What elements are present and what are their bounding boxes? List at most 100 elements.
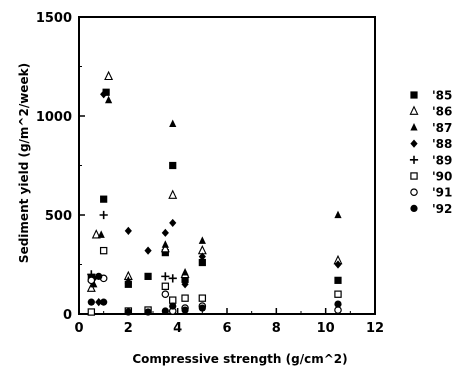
legend-label: '89: [432, 153, 452, 167]
data-point: [168, 274, 177, 283]
plot-frame: [78, 16, 376, 315]
legend: '85 '86 '87 '88 '89 '90 '91 '92: [409, 89, 452, 216]
data-point: [161, 290, 170, 299]
y-tick-label: 1000: [36, 110, 72, 125]
data-point: [144, 246, 152, 255]
x-tick-label: 0: [74, 321, 83, 336]
legend-item: '86: [409, 105, 452, 119]
y-tick-label: 0: [63, 308, 72, 323]
legend-marker: [410, 91, 418, 99]
legend-item: '87: [410, 121, 452, 135]
data-point: [181, 275, 189, 283]
legend-marker: [410, 123, 418, 131]
data-point: [198, 294, 207, 302]
data-point: [161, 240, 169, 248]
data-points: [86, 70, 343, 316]
data-point: [91, 229, 101, 239]
data-point: [144, 272, 152, 280]
legend-label: '91: [432, 186, 452, 200]
y-axis-label: Sediment yield (g/m^2/week): [17, 63, 31, 263]
legend-label: '85: [432, 89, 452, 103]
series-5: [87, 210, 177, 283]
data-point: [334, 306, 342, 314]
x-axis-label: Compressive strength (g/cm^2): [132, 352, 347, 366]
legend-item: '89: [409, 153, 452, 167]
x-tick-label: 8: [272, 321, 281, 336]
legend-marker: [410, 188, 418, 197]
legend-marker: [409, 105, 419, 115]
data-point: [124, 226, 132, 235]
data-point: [100, 195, 108, 203]
series-2: [86, 70, 343, 292]
y-axis-ticks: 0 500 1000 1500: [36, 11, 85, 323]
data-point: [181, 294, 189, 302]
data-point: [100, 298, 108, 306]
legend-label: '87: [432, 121, 452, 135]
data-point: [181, 268, 189, 276]
data-point: [161, 282, 170, 290]
legend-item: '90: [410, 170, 452, 184]
x-tick-label: 6: [222, 321, 231, 336]
data-point: [198, 304, 206, 312]
legend-label: '92: [432, 202, 452, 216]
data-point: [144, 308, 152, 316]
data-point: [198, 236, 206, 244]
data-point: [99, 246, 108, 255]
data-point: [105, 95, 113, 104]
data-point: [169, 296, 177, 304]
legend-item: '92: [410, 202, 452, 216]
data-point: [124, 308, 132, 316]
data-point: [161, 272, 170, 281]
data-point: [169, 161, 177, 170]
data-point: [95, 298, 103, 307]
data-point: [198, 252, 206, 261]
legend-item: '85: [410, 89, 452, 103]
data-point: [87, 276, 96, 285]
series-8: [87, 272, 342, 316]
data-point: [334, 210, 342, 219]
data-point: [95, 272, 103, 280]
data-point: [181, 306, 189, 314]
y-tick-label: 500: [45, 209, 72, 224]
data-point: [97, 230, 105, 238]
data-point: [334, 260, 342, 269]
x-tick-label: 10: [317, 321, 335, 336]
data-point: [87, 308, 96, 316]
data-point: [168, 189, 178, 199]
data-point: [124, 275, 132, 284]
data-point: [161, 249, 169, 257]
data-point: [90, 279, 98, 288]
x-tick-label: 4: [173, 321, 182, 336]
data-point: [198, 258, 206, 267]
data-point: [99, 210, 108, 220]
data-point: [124, 280, 132, 288]
data-point: [334, 276, 342, 284]
legend-item: '91: [410, 186, 452, 200]
data-point: [100, 90, 108, 99]
legend-label: '90: [432, 170, 452, 184]
data-point: [161, 228, 169, 237]
data-point: [161, 307, 169, 315]
data-point: [87, 298, 95, 306]
y-tick-label: 1500: [36, 11, 72, 26]
data-point: [334, 300, 342, 308]
legend-marker: [410, 172, 418, 180]
series-4: [90, 90, 342, 307]
legend-marker: [410, 204, 418, 212]
legend-label: '86: [432, 105, 452, 119]
data-point: [169, 302, 177, 310]
data-point: [102, 88, 110, 96]
legend-marker: [410, 139, 418, 148]
series-1: [87, 88, 342, 288]
data-point: [104, 70, 114, 81]
legend-marker: [409, 155, 419, 164]
data-point: [334, 290, 342, 298]
x-axis-ticks: 0 2 4 6 8 10 12: [74, 308, 384, 336]
x-tick-label: 2: [124, 321, 133, 336]
series-3: [90, 95, 342, 288]
plot-axes: [78, 16, 376, 315]
legend-label: '88: [432, 137, 452, 151]
x-tick-label: 12: [366, 321, 384, 336]
data-point: [169, 119, 177, 128]
